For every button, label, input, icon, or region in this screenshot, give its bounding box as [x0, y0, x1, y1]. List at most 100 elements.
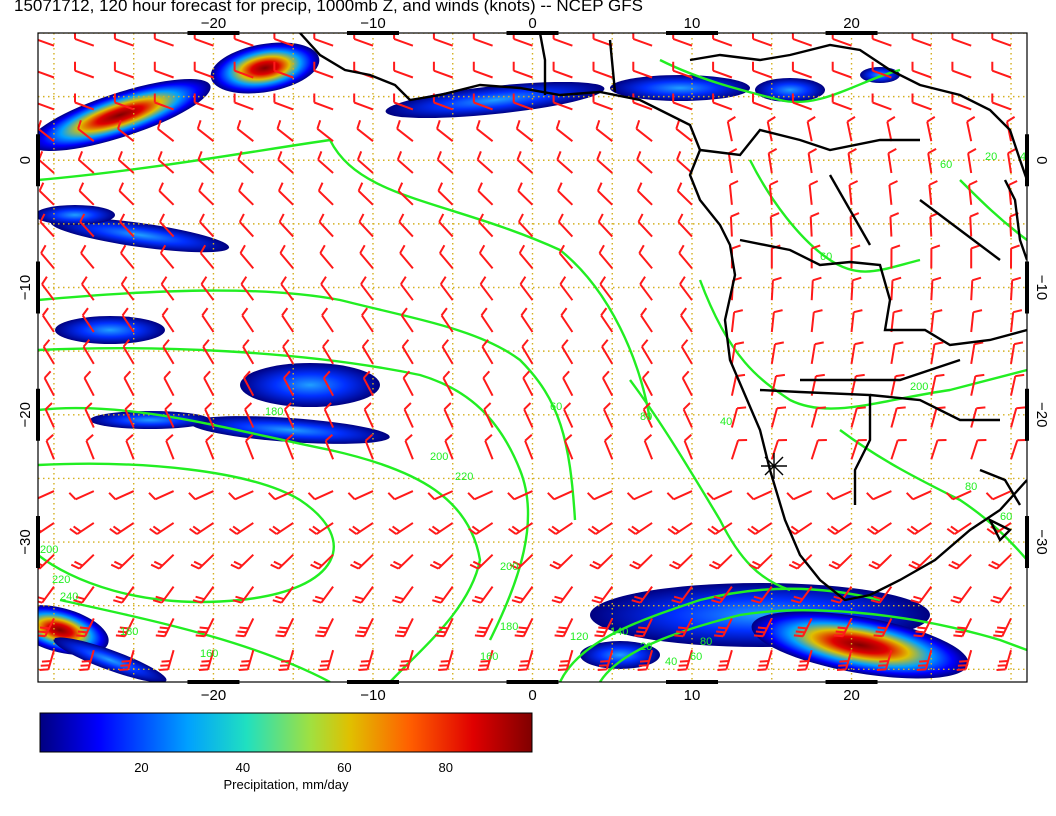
wind-barb [402, 370, 414, 397]
wind-barb [109, 522, 135, 535]
border [987, 517, 1013, 543]
wind-barb [515, 119, 534, 142]
wind-barb [985, 490, 1012, 501]
wind-barb [946, 522, 972, 535]
wind-barb [233, 93, 254, 111]
wind-barb [322, 370, 334, 397]
wind-barb [472, 93, 493, 111]
wind-barb [113, 33, 135, 47]
wind-barb [484, 433, 494, 460]
wind-barb [830, 586, 853, 604]
lon-tick-label-bottom: −20 [201, 687, 226, 704]
wind-barb [667, 522, 693, 535]
wind-barb [438, 213, 454, 238]
wind-barb [682, 402, 693, 428]
wind-barb [929, 212, 939, 237]
wind-barb [993, 617, 1012, 638]
wind-barb [437, 182, 454, 206]
wind-barb [85, 433, 95, 460]
wind-barb [711, 586, 733, 604]
wind-barb [156, 119, 175, 142]
wind-barb [469, 553, 494, 570]
lat-tick-label-right: 0 [1033, 156, 1050, 164]
wind-barb [791, 61, 813, 79]
precip-cell [55, 316, 165, 344]
wind-barb [876, 649, 893, 671]
wind-barb [831, 93, 852, 111]
wind-barb [520, 307, 534, 333]
wind-barb [113, 93, 135, 111]
coastline [689, 43, 1027, 181]
wind-barb [676, 182, 693, 206]
wind-barb [281, 307, 295, 333]
wind-barb [517, 649, 534, 671]
wind-barb [268, 522, 294, 535]
wind-barb [357, 182, 374, 206]
wind-barb [393, 93, 414, 111]
wind-barb [483, 402, 494, 428]
wind-barb [438, 649, 454, 671]
wind-barb [44, 402, 55, 428]
wind-barb [148, 490, 175, 501]
wind-barb [639, 276, 653, 301]
wind-barb [228, 522, 254, 535]
wind-barb [728, 180, 739, 205]
wind-barb [471, 586, 494, 604]
wind-barb [348, 522, 374, 535]
wind-barb [41, 276, 55, 301]
contour-value-label: 140 [610, 626, 628, 638]
contour-value-label: 180 [500, 621, 518, 633]
wind-barb [196, 119, 215, 142]
wind-barb [481, 339, 494, 365]
contour-line [38, 462, 335, 604]
wind-barb [930, 373, 945, 396]
contour-line [59, 598, 331, 682]
wind-barb [672, 93, 693, 111]
wind-barb [951, 33, 972, 47]
wind-barb [551, 586, 574, 604]
wind-barb [472, 33, 493, 47]
wind-barb [951, 61, 972, 79]
wind-barb [401, 339, 414, 365]
wind-barb [677, 213, 693, 238]
wind-barb [117, 119, 135, 142]
wind-barb [350, 553, 374, 570]
colorbar-scale [39, 712, 533, 753]
contour-value-label: 80 [640, 411, 652, 423]
wind-barb [836, 649, 853, 671]
wind-barb [905, 490, 932, 501]
wind-barb [477, 182, 494, 206]
wind-barb [279, 244, 294, 270]
wind-barb [321, 307, 334, 333]
wind-barb [752, 61, 773, 79]
contour-value-label: 60 [690, 651, 702, 663]
wind-barb [443, 402, 454, 428]
wind-barb [74, 33, 95, 47]
wind-barb [564, 433, 574, 460]
wind-barb [316, 119, 334, 142]
wind-barb [996, 649, 1012, 671]
wind-barb [115, 617, 135, 638]
colorbar-tick-label: 60 [337, 760, 351, 775]
wind-barb [39, 213, 55, 238]
wind-barb [82, 339, 95, 365]
wind-barb [1010, 373, 1025, 396]
wind-barb [678, 244, 693, 270]
wind-barb [228, 490, 254, 501]
wind-barb [850, 309, 863, 333]
wind-barb [636, 151, 653, 174]
wind-barb [809, 212, 820, 237]
wind-barb [627, 522, 653, 535]
wind-barb [870, 586, 893, 604]
wind-barb [159, 649, 175, 671]
contour-value-label: 200 [500, 561, 518, 573]
wind-barb [393, 61, 414, 79]
wind-barb [474, 617, 494, 638]
wind-barb [482, 370, 494, 397]
wind-barb [594, 617, 614, 638]
contour-value-label: 240 [60, 591, 78, 603]
wind-barb [193, 61, 214, 79]
wind-barb [928, 180, 938, 205]
wind-barb [153, 33, 174, 47]
contour-value-label: 180 [120, 626, 138, 638]
